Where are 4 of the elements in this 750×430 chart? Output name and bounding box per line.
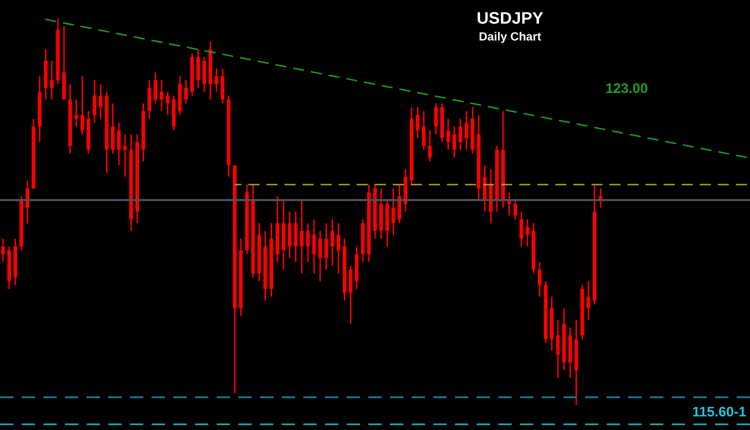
text: Daily Chart <box>480 32 542 43</box>
text: 123.00 <box>606 83 648 94</box>
text: 115.60-1 <box>693 406 746 417</box>
chart-title: USDJPY <box>478 12 544 24</box>
